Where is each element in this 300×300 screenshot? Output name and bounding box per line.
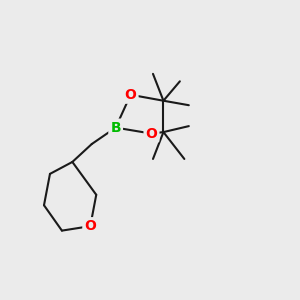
Text: O: O xyxy=(84,219,96,233)
Text: O: O xyxy=(146,127,158,141)
Text: O: O xyxy=(125,88,136,102)
Text: B: B xyxy=(110,121,121,135)
